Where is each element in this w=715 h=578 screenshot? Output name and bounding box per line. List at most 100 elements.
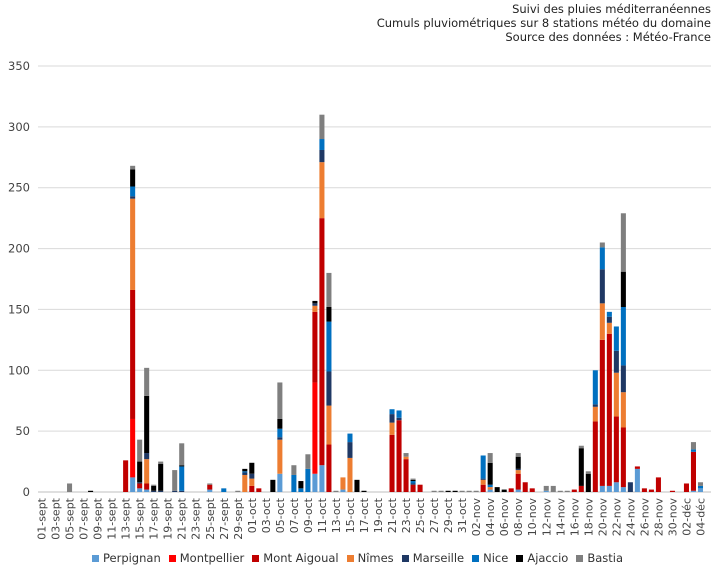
legend-item: Bastia [576,551,623,565]
legend-label: Montpellier [179,551,245,565]
x-tick-label: 24-nov [624,498,637,537]
bar-segment [613,372,619,417]
bar-segment [515,473,521,490]
bar-segment [578,485,584,492]
bar-segment [599,269,605,304]
bar-segment [347,442,353,458]
bar-segment [137,439,143,462]
x-tick-label: 11-oct [316,497,329,533]
bar-segment [144,489,150,492]
bar-segment [438,490,444,492]
bar-segment [690,490,696,492]
bar-segment [501,489,507,492]
bar-segment [137,488,143,492]
x-tick-label: 09-oct [302,497,315,533]
x-tick-label: 13-oct [330,497,343,533]
x-tick-label: 29-sept [232,497,245,539]
bar-segment [158,461,164,464]
bar-segment [305,468,311,492]
bar-segment [487,487,493,490]
bar-segment [319,465,325,492]
bar-segment [389,422,395,435]
bar-segment [319,218,325,466]
bar-segment [620,427,626,488]
bar-segment [578,448,584,486]
legend-item: Marseille [401,551,464,565]
bar-segment [179,443,185,466]
bar-segment [277,439,283,474]
legend-swatch [91,555,99,562]
x-tick-label: 07-sept [78,497,91,539]
bar-segment [130,477,136,492]
bar-segment [144,395,150,454]
legend-label: Nîmes [357,551,394,565]
bar-segment [305,454,311,469]
x-tick-label: 19-oct [372,497,385,533]
bar-segment [599,303,605,340]
bar-segment [452,490,458,492]
bar-segment [249,485,255,492]
bar-segment [389,409,395,415]
x-tick-label: 04-déc [695,498,708,536]
bar-segment [326,405,332,445]
bar-segment [522,482,528,492]
chart-source: Source des données : Météo-France [505,30,711,44]
bar-segment [410,478,416,480]
bar-segment [494,487,500,492]
bar-segment [690,449,696,452]
x-tick-label: 26-nov [638,498,651,537]
x-tick-label: 23-oct [400,497,413,533]
bar-segment [515,468,521,471]
bar-segment [487,462,493,485]
bar-segment [361,490,367,492]
legend-swatch [252,555,260,562]
bar-segment [543,485,549,491]
x-tick-label: 21-sept [176,497,189,539]
legend-item: Ajaccio [516,551,568,565]
bar-segment [480,455,486,479]
bar-segment [179,490,185,492]
bar-segment [326,306,332,322]
bar-segment [312,311,318,383]
bar-segment [599,242,605,248]
bar-segment [298,488,304,492]
bar-segment [326,444,332,492]
bar-segment [179,465,185,467]
legend-label: Perpignan [102,551,161,565]
y-tick-label: 200 [8,242,30,256]
bar-segment [242,472,248,475]
bar-segment [585,471,591,474]
bar-segment [515,489,521,492]
x-tick-label: 27-sept [218,497,231,539]
bar-segment [144,483,150,490]
bar-segment [158,490,164,492]
legend-label: Nice [483,551,509,565]
bar-segment [256,488,262,492]
legend-label: Ajaccio [527,551,569,565]
bar-segment [235,490,241,492]
bar-segment [396,410,402,418]
bar-segment [319,139,325,150]
bar-segment [599,247,605,270]
bar-segment [613,482,619,492]
bar-segment [410,481,416,484]
chart-subtitle: Cumuls pluviométriques sur 8 stations mé… [376,16,711,30]
bar-segment [473,490,479,492]
bar-segment [312,303,318,306]
bar-segment [515,470,521,474]
legend-item: Montpellier [168,551,245,565]
bar-segment [669,490,675,492]
bar-segment [410,484,416,492]
bar-segment [592,406,598,422]
bar-segment [88,490,94,492]
stacked-bar-chart: 0 50 100 150 200 250 300 350 01-sept 03-sept 05-s… [8,59,711,540]
bar-segment [417,484,423,492]
bar-segment [396,417,402,421]
bar-segment [172,490,178,492]
bar-segment [487,484,493,488]
legend-item: Nice [472,551,508,565]
x-tick-label: 23-sept [190,497,203,539]
x-tick-label: 15-oct [344,497,357,533]
legend-label: Mont Aigoual [263,551,339,565]
bar-segment [571,489,577,492]
